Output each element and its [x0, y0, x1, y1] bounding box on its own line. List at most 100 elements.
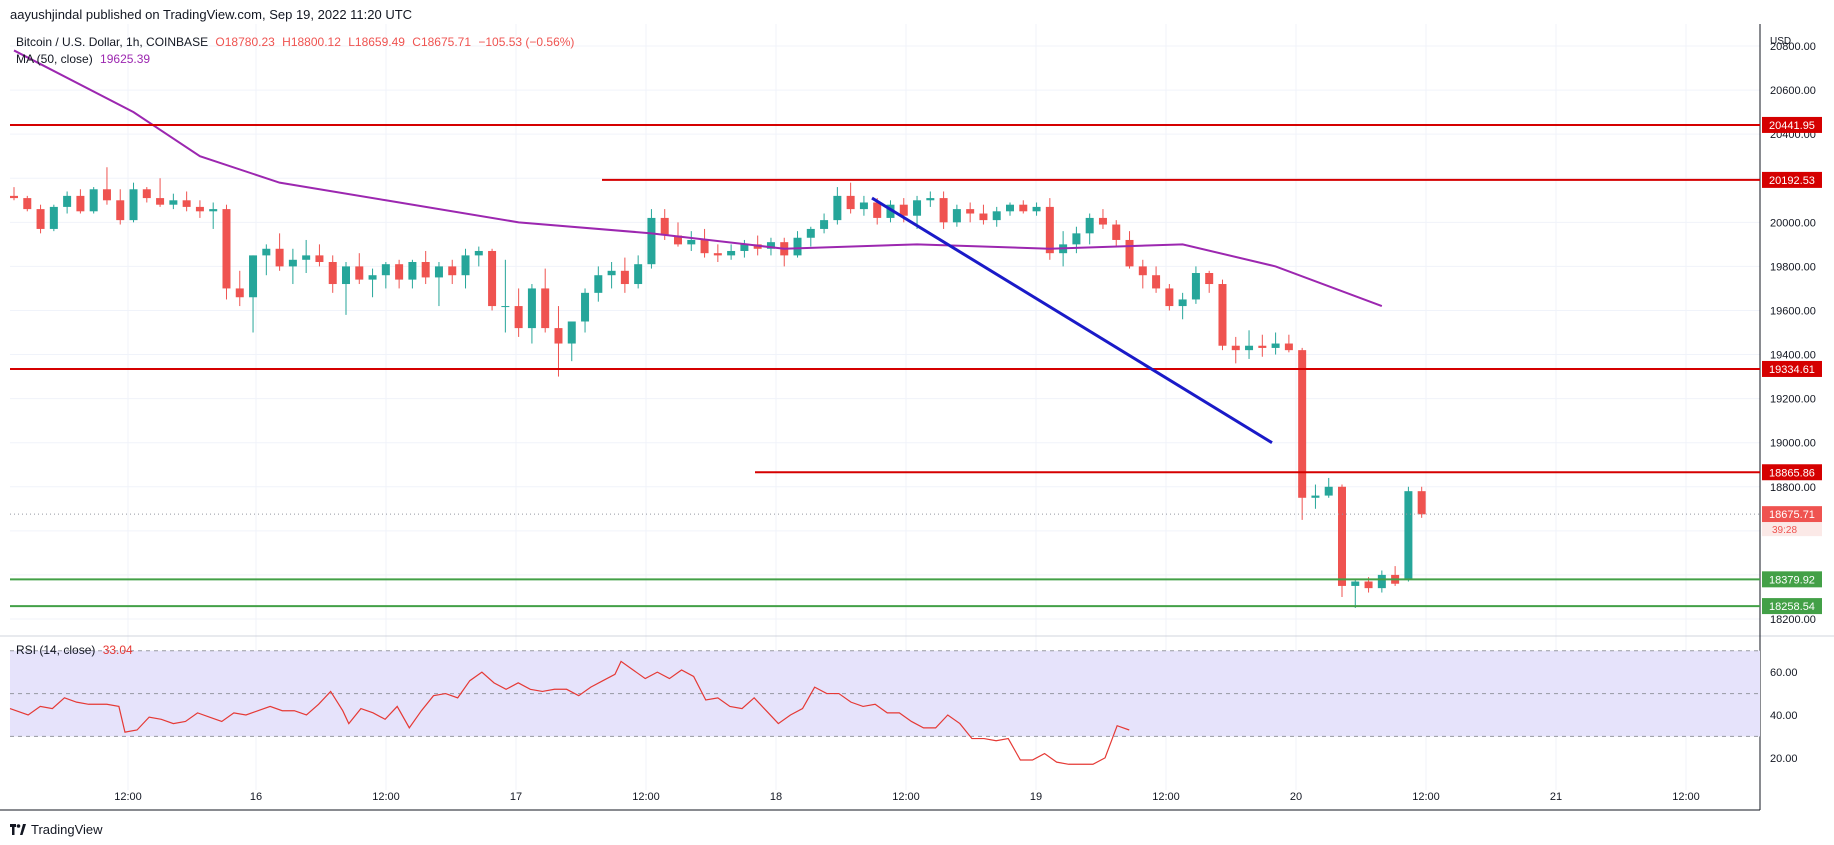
candle-body[interactable]	[966, 209, 975, 214]
candle-body[interactable]	[913, 200, 922, 216]
candle-body[interactable]	[488, 250, 497, 307]
candle-body[interactable]	[952, 209, 961, 223]
candle-body[interactable]	[102, 189, 111, 201]
candle-body[interactable]	[567, 321, 576, 344]
candle-body[interactable]	[1032, 206, 1041, 212]
candle-body[interactable]	[1324, 486, 1333, 496]
candle-body[interactable]	[1284, 343, 1293, 351]
candle-body[interactable]	[1112, 224, 1121, 240]
candle-body[interactable]	[275, 248, 284, 267]
candle-body[interactable]	[1298, 350, 1307, 498]
candle-body[interactable]	[129, 189, 138, 221]
candle-body[interactable]	[1271, 343, 1280, 348]
candle-body[interactable]	[49, 206, 58, 229]
candle-body[interactable]	[89, 189, 98, 212]
candle-body[interactable]	[1404, 491, 1413, 580]
candle-body[interactable]	[1125, 239, 1134, 267]
candle-body[interactable]	[727, 250, 736, 256]
candle-body[interactable]	[1218, 284, 1227, 346]
candle-body[interactable]	[607, 270, 616, 276]
candle-body[interactable]	[846, 195, 855, 210]
candle-body[interactable]	[381, 264, 390, 276]
candle-body[interactable]	[302, 255, 311, 260]
candle-body[interactable]	[461, 255, 470, 276]
candle-body[interactable]	[1045, 206, 1054, 254]
candle-body[interactable]	[142, 189, 151, 199]
candle-body[interactable]	[1191, 273, 1200, 300]
candle-body[interactable]	[1085, 217, 1094, 234]
candle-body[interactable]	[674, 235, 682, 245]
candle-body[interactable]	[873, 202, 882, 218]
candle-body[interactable]	[1098, 217, 1107, 225]
candle-body[interactable]	[1351, 581, 1360, 586]
candle-body[interactable]	[594, 275, 603, 293]
candle-body[interactable]	[740, 244, 749, 251]
candle-body[interactable]	[939, 198, 948, 223]
candle-body[interactable]	[859, 202, 868, 210]
candle-body[interactable]	[687, 239, 696, 245]
candle-body[interactable]	[700, 239, 709, 254]
candle-body[interactable]	[1364, 581, 1373, 589]
candle-body[interactable]	[434, 266, 443, 278]
candle-body[interactable]	[581, 292, 590, 322]
candle-body[interactable]	[195, 206, 204, 212]
candle-body[interactable]	[554, 328, 563, 344]
candle-body[interactable]	[222, 209, 231, 289]
candle-body[interactable]	[63, 195, 72, 207]
candle-body[interactable]	[1138, 266, 1147, 276]
symbol-label[interactable]: Bitcoin / U.S. Dollar, 1h, COINBASE	[16, 35, 209, 49]
candle-body[interactable]	[926, 198, 935, 201]
candle-body[interactable]	[235, 288, 244, 298]
candle-body[interactable]	[1178, 299, 1187, 307]
candle-body[interactable]	[474, 250, 483, 256]
candle-body[interactable]	[1231, 345, 1240, 351]
candle-body[interactable]	[1152, 275, 1161, 289]
candle-body[interactable]	[514, 306, 523, 329]
candle-body[interactable]	[355, 266, 364, 280]
candle-body[interactable]	[116, 200, 125, 221]
candle-body[interactable]	[1311, 495, 1320, 498]
candle-body[interactable]	[1417, 491, 1426, 515]
candle-body[interactable]	[647, 217, 656, 265]
candle-body[interactable]	[833, 195, 842, 221]
rsi-label[interactable]: RSI (14, close)	[16, 643, 96, 657]
candle-body[interactable]	[288, 259, 297, 267]
candle-body[interactable]	[395, 264, 404, 280]
candle-body[interactable]	[342, 266, 350, 285]
candle-body[interactable]	[1006, 204, 1014, 212]
candle-body[interactable]	[806, 228, 815, 238]
candle-body[interactable]	[23, 198, 32, 210]
candle-body[interactable]	[36, 209, 45, 229]
candle-body[interactable]	[421, 261, 430, 278]
candle-body[interactable]	[766, 242, 775, 249]
candle-body[interactable]	[209, 209, 218, 212]
footer-brand[interactable]: TradingView	[10, 822, 103, 837]
ma-50-line[interactable]	[13, 49, 1383, 308]
candle-body[interactable]	[182, 200, 191, 207]
candle-body[interactable]	[368, 275, 377, 280]
candle-body[interactable]	[620, 270, 629, 285]
candle-body[interactable]	[1072, 233, 1081, 245]
candle-body[interactable]	[1245, 345, 1254, 351]
candle-body[interactable]	[1205, 273, 1214, 285]
candle-body[interactable]	[10, 195, 18, 199]
candle-body[interactable]	[408, 261, 417, 280]
candle-body[interactable]	[660, 217, 669, 236]
rsi-line[interactable]	[9, 660, 1130, 765]
candle-body[interactable]	[793, 237, 802, 256]
candle-body[interactable]	[1258, 345, 1267, 348]
candle-body[interactable]	[1019, 204, 1028, 212]
candle-body[interactable]	[501, 306, 510, 308]
candle-body[interactable]	[262, 248, 271, 256]
candle-body[interactable]	[76, 195, 85, 212]
candle-body[interactable]	[249, 255, 258, 298]
candle-body[interactable]	[886, 204, 895, 218]
candle-body[interactable]	[156, 198, 165, 205]
candle-body[interactable]	[899, 204, 908, 216]
candle-body[interactable]	[328, 261, 337, 285]
candle-body[interactable]	[448, 266, 457, 276]
ma-label[interactable]: MA (50, close)	[16, 52, 93, 66]
candle-body[interactable]	[820, 220, 829, 229]
candle-body[interactable]	[541, 288, 550, 329]
